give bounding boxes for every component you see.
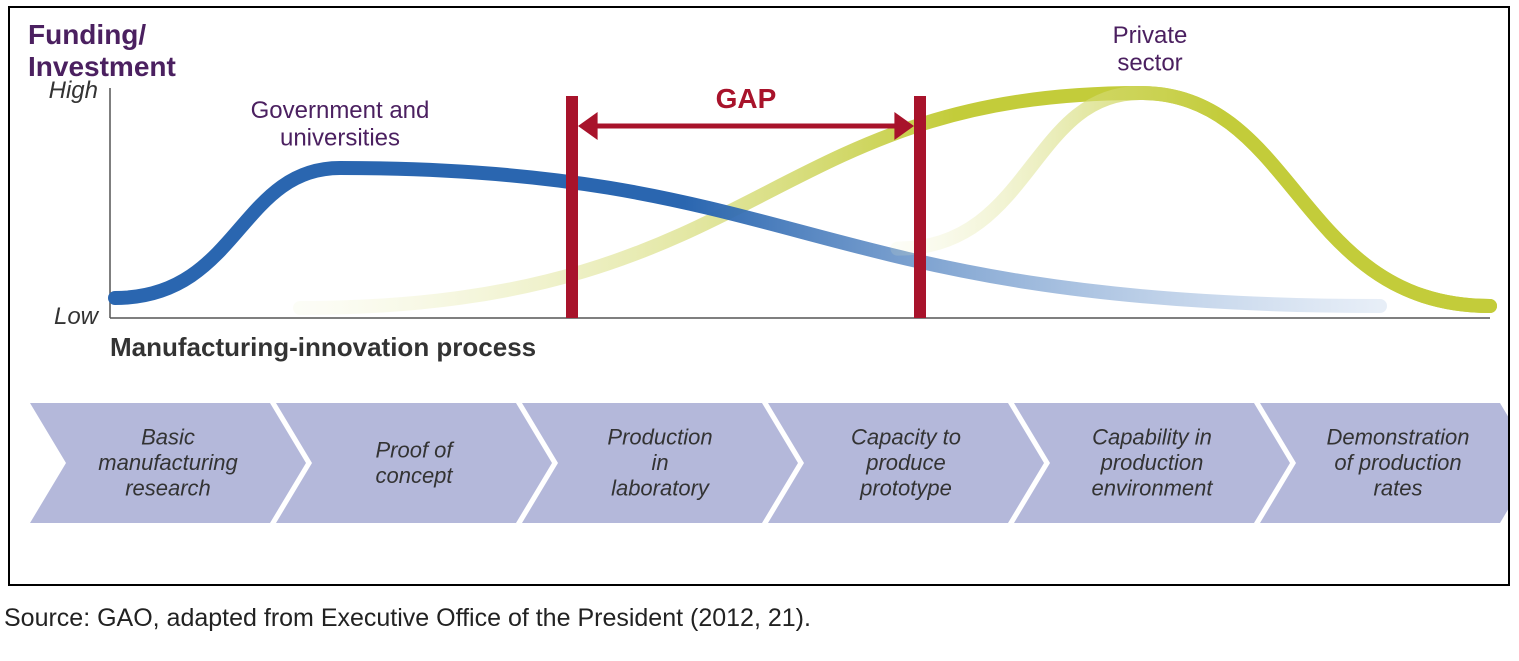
gap-label: GAP <box>716 83 777 114</box>
process-step-4-label: Capacity toproduceprototype <box>851 425 961 501</box>
y-low-label: Low <box>54 303 100 330</box>
y-high-label: High <box>49 77 98 104</box>
government-curve <box>115 168 1380 306</box>
process-step-5-label: Capability inproductionenvironment <box>1091 425 1213 501</box>
gov-label: Government anduniversities <box>251 97 430 152</box>
gap-arrow-left-head <box>578 112 598 140</box>
diagram-svg: Funding/InvestmentHigh Low Government andu… <box>10 8 1508 584</box>
source-text: Source: GAO, adapted from Executive Offi… <box>4 604 811 633</box>
private-label: Privatesector <box>1113 22 1188 77</box>
axis-title: Funding/Investment <box>28 19 176 82</box>
process-heading: Manufacturing-innovation process <box>110 332 536 362</box>
process-step-2-label: Proof ofconcept <box>375 438 455 488</box>
diagram-panel: Funding/InvestmentHigh Low Government andu… <box>8 6 1510 586</box>
